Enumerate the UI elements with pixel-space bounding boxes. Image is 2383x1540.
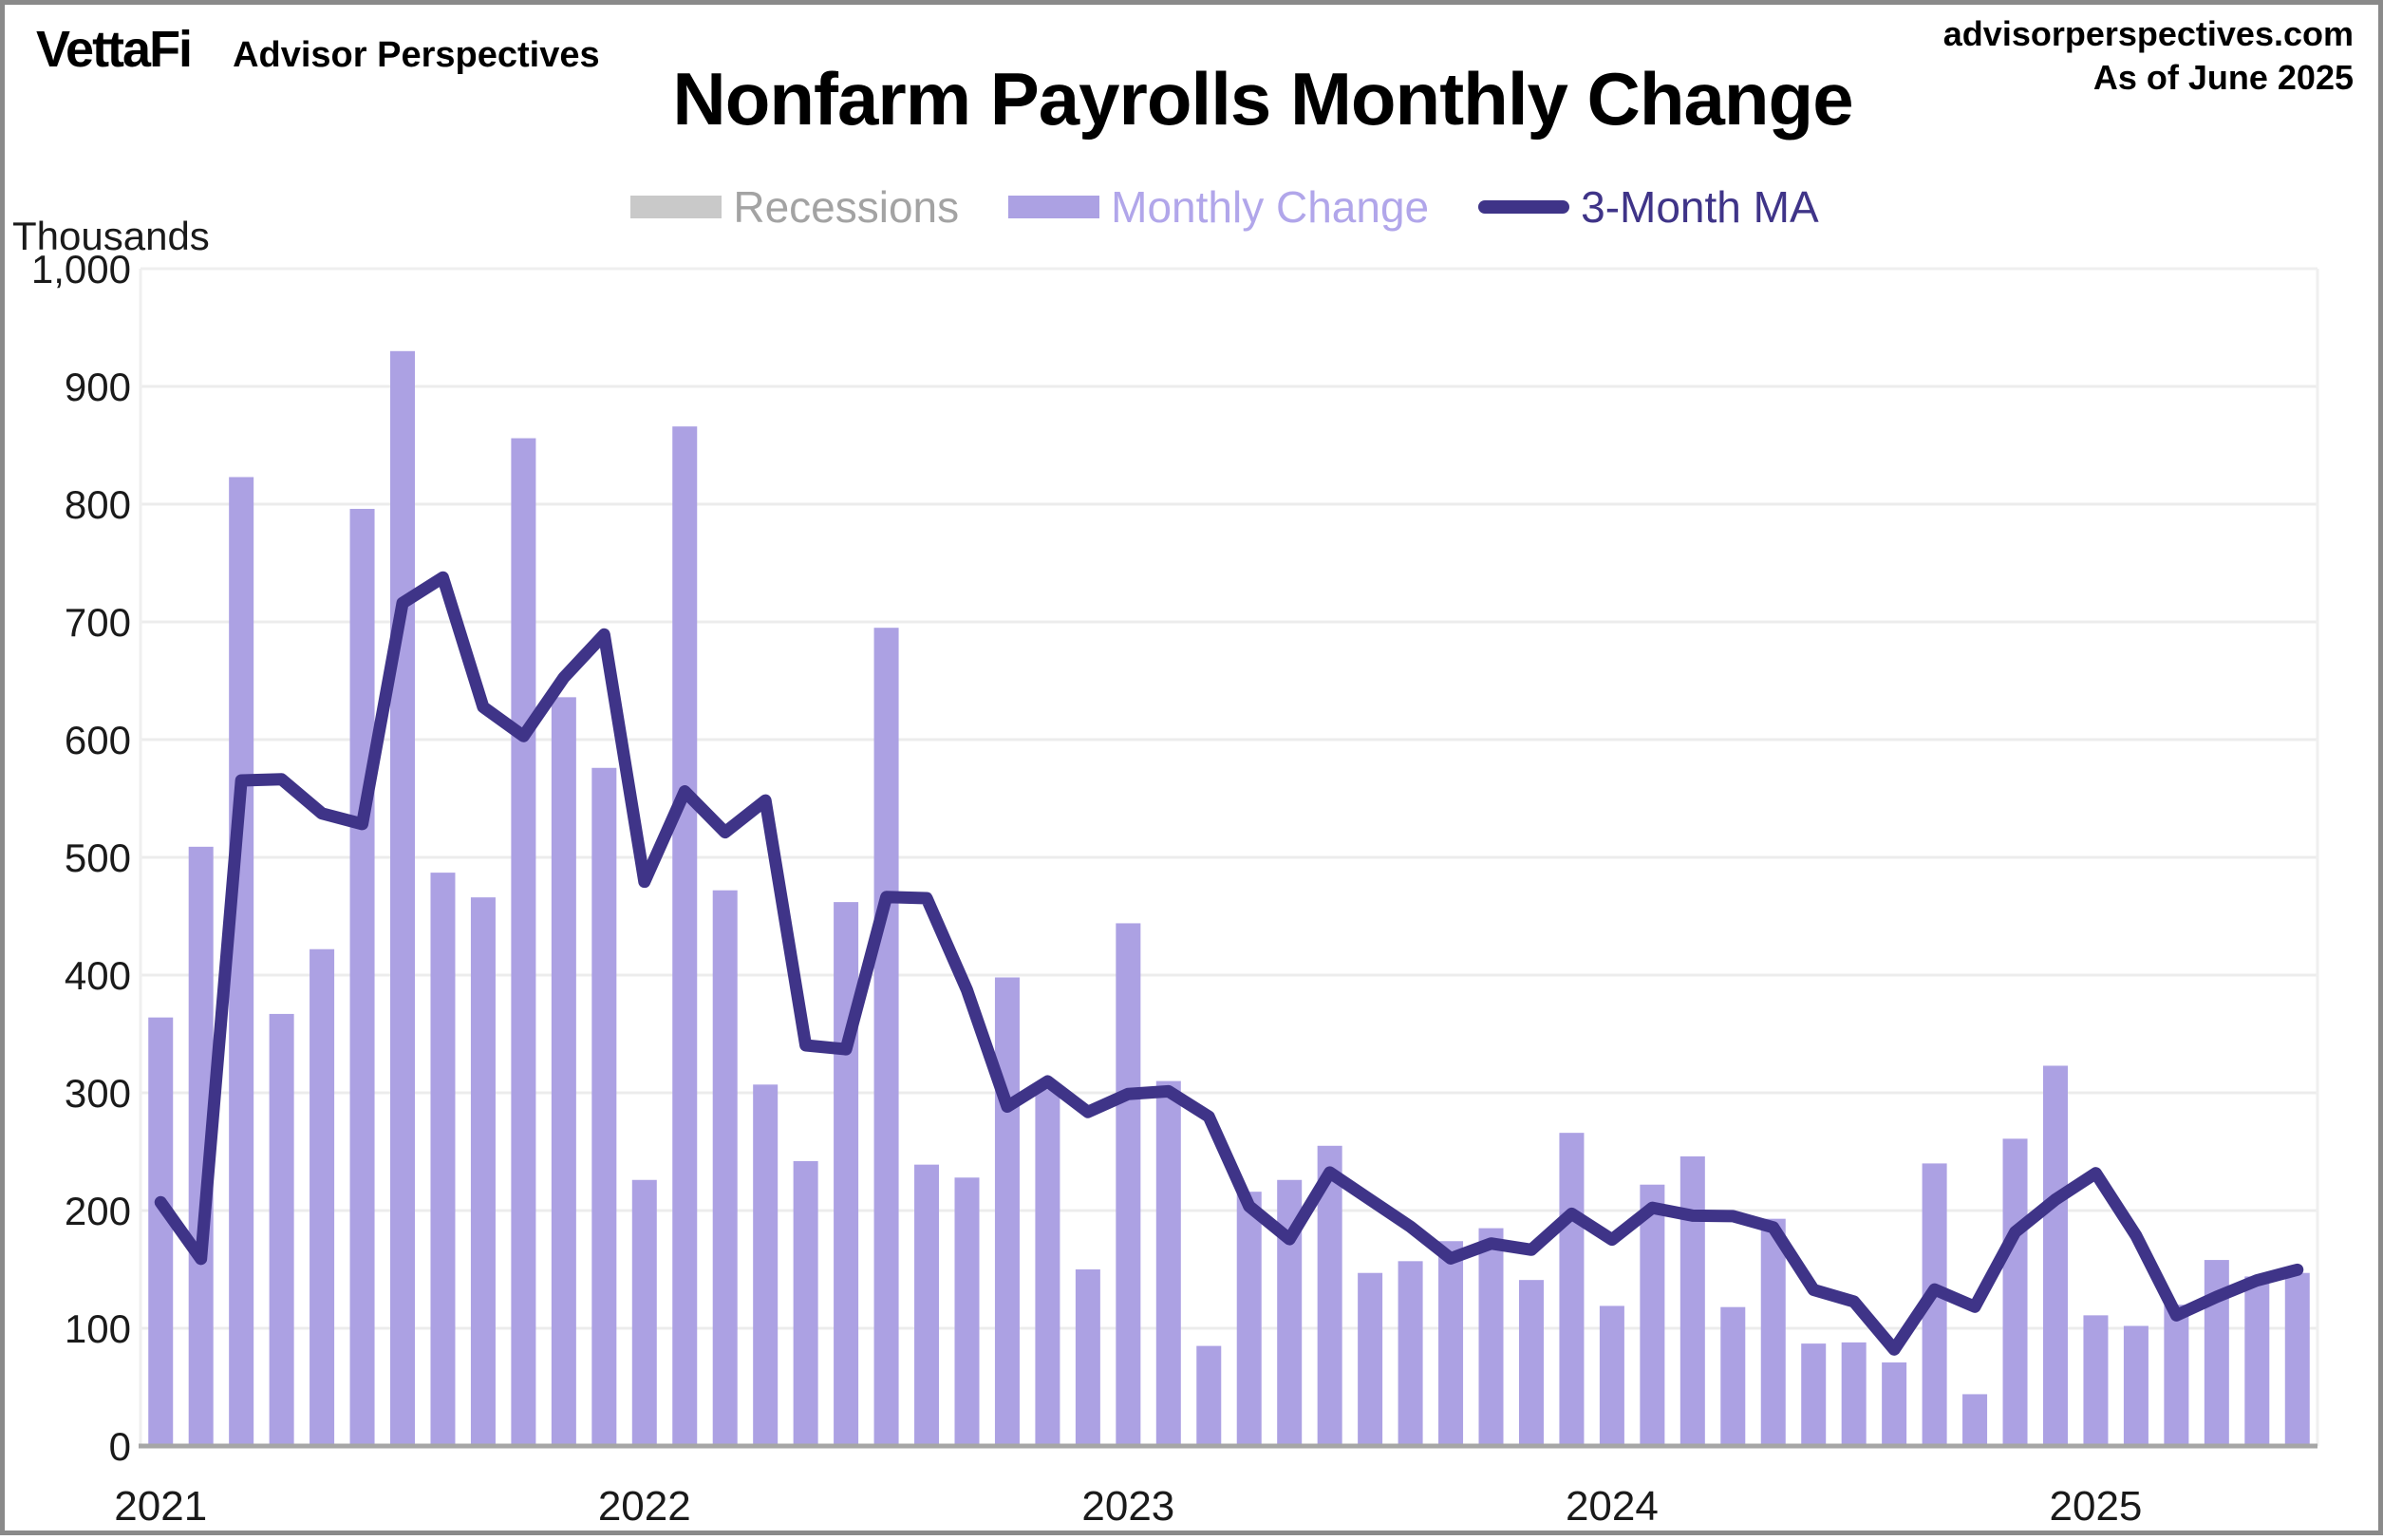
monthly-change-bar xyxy=(631,1179,657,1446)
monthly-change-bar xyxy=(1438,1241,1464,1446)
monthly-change-bar xyxy=(390,350,416,1446)
monthly-change-bar xyxy=(1358,1272,1383,1446)
x-axis-year-label: 2025 xyxy=(2050,1483,2143,1530)
y-axis-tick-label: 300 xyxy=(65,1071,131,1116)
monthly-change-bar xyxy=(1196,1345,1222,1446)
legend-label-monthly-change: Monthly Change xyxy=(1111,182,1430,232)
y-axis-tick-label: 400 xyxy=(65,953,131,998)
x-axis-year-label: 2024 xyxy=(1566,1483,1659,1530)
monthly-change-bar xyxy=(2083,1315,2109,1446)
monthly-change-bar xyxy=(470,897,496,1446)
monthly-change-bar xyxy=(591,767,617,1446)
monthly-change-bar xyxy=(1720,1306,1746,1446)
legend-label-recessions: Recessions xyxy=(733,182,960,232)
monthly-change-bar xyxy=(672,426,698,1446)
as-of-date: As of June 2025 xyxy=(2092,58,2354,98)
y-axis-unit-label: Thousands xyxy=(12,214,210,258)
monthly-change-bar xyxy=(1841,1342,1867,1446)
x-axis-year-label: 2021 xyxy=(114,1483,207,1530)
y-axis-tick-label: 500 xyxy=(65,836,131,880)
legend-item-recessions: Recessions xyxy=(630,181,959,233)
monthly-change-bar xyxy=(1599,1305,1624,1446)
monthly-change-bar xyxy=(1801,1343,1827,1446)
advisor-perspectives-logo-text: Advisor Perspectives xyxy=(233,35,600,75)
monthly-change-bar xyxy=(2284,1272,2310,1446)
x-axis-year-label: 2023 xyxy=(1081,1483,1174,1530)
monthly-change-bar xyxy=(793,1160,818,1446)
monthly-change-bar xyxy=(511,438,536,1446)
y-axis-tick-label: 600 xyxy=(65,718,131,762)
monthly-change-bar xyxy=(1518,1280,1544,1446)
monthly-change-bar xyxy=(954,1177,980,1446)
monthly-change-bar xyxy=(349,508,375,1446)
monthly-change-bar xyxy=(2123,1325,2148,1446)
vettafi-logo-text: VettaFi xyxy=(36,21,193,78)
y-axis-tick-label: 0 xyxy=(109,1424,131,1469)
monthly-change-bar xyxy=(1116,923,1141,1446)
ma-line-swatch-icon xyxy=(1478,200,1570,214)
y-axis-tick-label: 200 xyxy=(65,1189,131,1233)
monthly-change-bar xyxy=(994,977,1020,1446)
monthly-change-bar xyxy=(430,873,456,1446)
monthly-change-bar xyxy=(873,628,899,1446)
monthly-change-bar xyxy=(1559,1133,1585,1446)
monthly-change-bar xyxy=(2164,1305,2189,1446)
monthly-change-bar xyxy=(148,1017,174,1446)
monthly-change-bar xyxy=(1236,1192,1262,1446)
monthly-change-bar xyxy=(310,948,335,1446)
monthly-change-bar xyxy=(1075,1269,1100,1446)
y-axis-tick-label: 900 xyxy=(65,365,131,409)
three-month-ma-line xyxy=(154,571,2304,1356)
monthly-change-bar xyxy=(1962,1394,1988,1446)
monthly-change-bar xyxy=(551,697,576,1446)
monthly-change-bar xyxy=(834,902,859,1446)
y-axis-tick-label: 700 xyxy=(65,600,131,645)
monthly-change-bar xyxy=(1155,1080,1181,1446)
monthly-change-bar xyxy=(1679,1155,1705,1446)
monthly-change-bar xyxy=(2042,1065,2068,1446)
monthly-change-bar xyxy=(1398,1261,1423,1446)
source-site: advisorperspectives.com xyxy=(1942,14,2354,53)
monthly-change-bar xyxy=(914,1164,940,1446)
monthly-change-bar xyxy=(229,477,254,1447)
monthly-change-bar xyxy=(2002,1138,2028,1446)
monthly-change-bar xyxy=(1640,1184,1665,1446)
recessions-swatch-icon xyxy=(630,196,722,218)
monthly-change-swatch-icon xyxy=(1008,196,1100,218)
monthly-change-bar xyxy=(2244,1276,2270,1446)
monthly-change-bar xyxy=(269,1013,294,1446)
legend-label-3-month-ma: 3-Month MA xyxy=(1581,182,1819,232)
source-attribution: advisorperspectives.com As of June 2025 xyxy=(1943,12,2354,100)
monthly-change-bar xyxy=(712,890,738,1446)
chart-title: Nonfarm Payrolls Monthly Change xyxy=(672,57,1853,141)
legend-item-monthly-change: Monthly Change xyxy=(1008,181,1429,233)
x-axis-year-label: 2022 xyxy=(598,1483,691,1530)
y-axis-tick-label: 800 xyxy=(65,482,131,527)
legend-item-3-month-ma: 3-Month MA xyxy=(1478,181,1819,233)
monthly-change-bar xyxy=(1478,1228,1504,1446)
monthly-change-bar xyxy=(753,1084,779,1446)
monthly-change-bar xyxy=(1882,1362,1907,1446)
y-axis-tick-label: 100 xyxy=(65,1306,131,1351)
monthly-change-bar xyxy=(1035,1089,1060,1446)
chart-legend: Recessions Monthly Change 3-Month MA xyxy=(5,181,2378,233)
vettafi-logo: VettaFi Advisor Perspectives xyxy=(36,20,600,79)
monthly-change-bar xyxy=(1760,1218,1786,1446)
y-axis-tick-label: 1,000 xyxy=(31,247,131,291)
payrolls-chart-plot: 0 100 200 300 400 500 600 700 800 900 1,000 2021 202… xyxy=(31,247,2319,1530)
